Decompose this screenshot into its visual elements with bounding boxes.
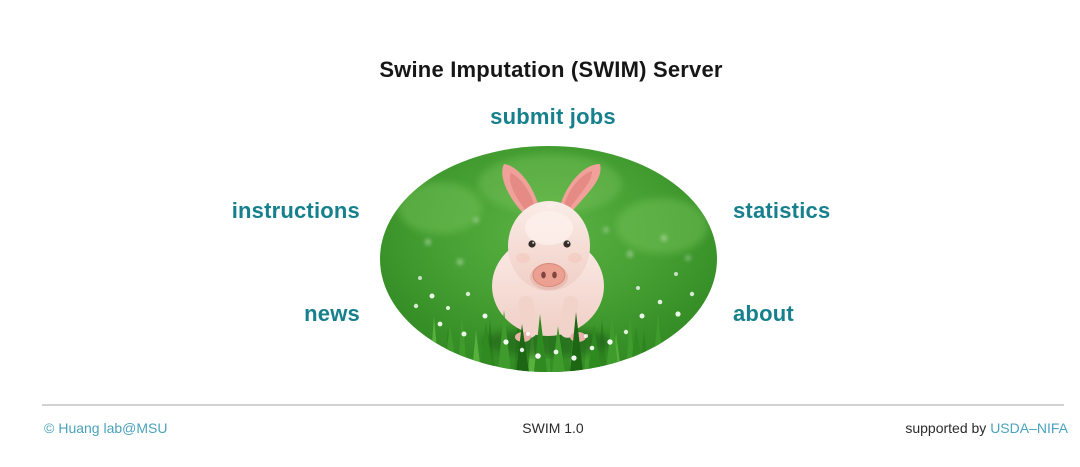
nav-link-statistics[interactable]: statistics bbox=[733, 198, 831, 223]
nav-col-right: statistics bbox=[733, 198, 953, 224]
footer-supported-by: supported by USDA–NIFA bbox=[905, 420, 1068, 436]
flowers bbox=[413, 203, 701, 361]
page-title: Swine Imputation (SWIM) Server bbox=[379, 57, 723, 82]
nav-link-submit-jobs[interactable]: submit jobs bbox=[490, 104, 616, 129]
piglet-photo bbox=[380, 146, 717, 372]
nav-link-about[interactable]: about bbox=[733, 301, 794, 326]
piglet-illustration bbox=[380, 146, 717, 372]
copyright-symbol: © bbox=[44, 420, 55, 436]
nav-col-right-low: about bbox=[733, 301, 953, 327]
pig-eye-left bbox=[528, 240, 536, 248]
nav-col-left-low: news bbox=[0, 301, 360, 327]
piglet bbox=[492, 164, 604, 342]
nav-link-news[interactable]: news bbox=[304, 301, 360, 326]
nav-col-left: instructions bbox=[0, 198, 360, 224]
sponsor-link[interactable]: USDA–NIFA bbox=[990, 420, 1068, 436]
footer-copyright: © Huang lab@MSU bbox=[44, 420, 167, 436]
footer-divider bbox=[42, 404, 1064, 406]
nav-link-instructions[interactable]: instructions bbox=[231, 198, 360, 223]
pig-eye-right bbox=[563, 240, 571, 248]
footer-version: SWIM 1.0 bbox=[522, 420, 584, 436]
nav-row-top: submit jobs bbox=[13, 104, 1080, 130]
lab-link[interactable]: Huang lab@MSU bbox=[58, 420, 168, 436]
pig-snout bbox=[532, 263, 566, 287]
supported-by-label: supported by bbox=[905, 420, 991, 436]
